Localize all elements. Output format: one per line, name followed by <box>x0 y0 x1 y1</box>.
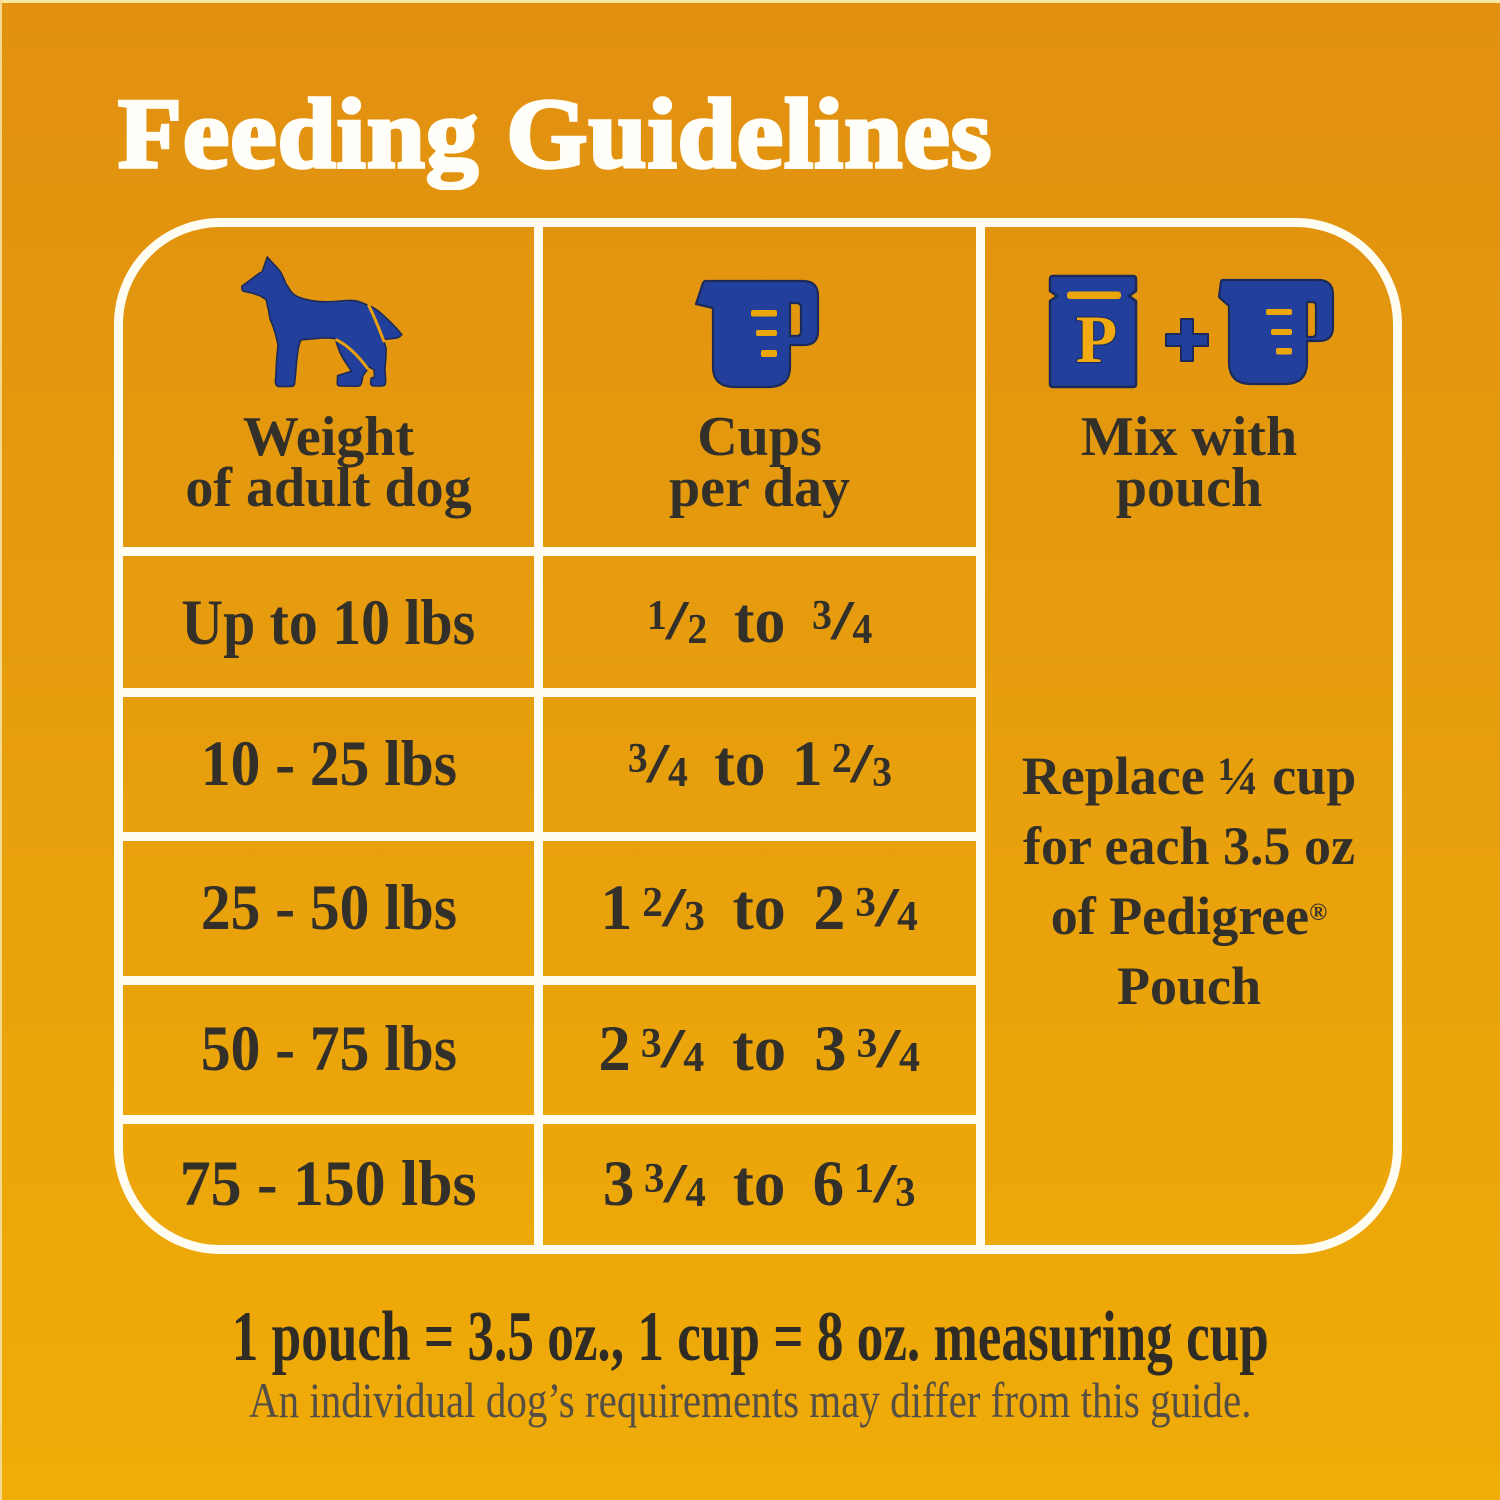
svg-text:P: P <box>1076 301 1118 377</box>
